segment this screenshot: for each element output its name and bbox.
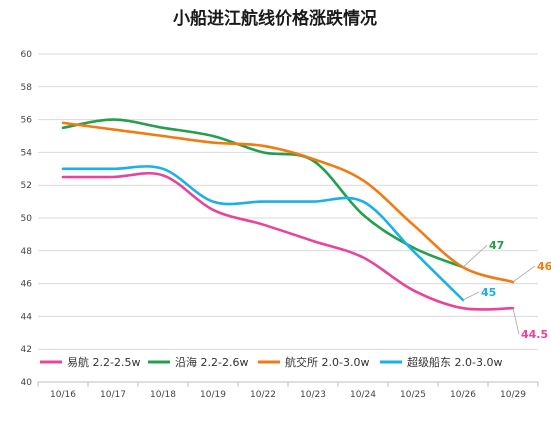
y-tick-label: 40 — [21, 378, 33, 388]
x-tick-label: 10/19 — [200, 390, 226, 400]
y-tick-label: 46 — [21, 280, 33, 290]
x-tick-label: 10/22 — [250, 390, 276, 400]
y-tick-label: 48 — [21, 247, 33, 257]
axes: 40 42 44 46 48 50 52 54 56 58 60 10/16 10/17 10/18 10/… — [21, 50, 539, 400]
x-tick-label: 10/16 — [50, 390, 76, 400]
x-tick-label: 10/26 — [450, 390, 476, 400]
label-leader-line — [512, 308, 520, 335]
legend-label: 沿海 2.2-2.6w — [175, 355, 248, 369]
label-leader-line — [462, 244, 488, 268]
y-tick-label: 60 — [21, 50, 33, 60]
x-tick-label: 10/18 — [150, 390, 176, 400]
series-line — [61, 171, 515, 311]
legend-label: 航交所 2.0-3.0w — [285, 355, 369, 369]
x-tick-label: 10/29 — [500, 390, 526, 400]
x-tick-label: 10/23 — [300, 390, 326, 400]
label-leader-line — [462, 291, 480, 301]
data-label: 47 — [489, 239, 504, 252]
series-line — [61, 121, 515, 284]
data-label: 45 — [481, 286, 496, 299]
data-label: 46.1 — [537, 260, 551, 273]
x-tick-label: 10/24 — [350, 390, 376, 400]
series-line — [61, 118, 465, 269]
y-tick-label: 50 — [21, 214, 33, 224]
series-lines — [61, 118, 515, 311]
legend: 易航 2.2-2.5w 沿海 2.2-2.6w 航交所 2.0-3.0w 超级船东 2… — [40, 355, 502, 369]
series-line — [61, 165, 465, 302]
y-tick-label: 54 — [21, 148, 33, 158]
x-tick-label: 10/17 — [100, 390, 126, 400]
y-tick-label: 42 — [21, 345, 32, 355]
legend-label: 易航 2.2-2.5w — [67, 355, 140, 369]
y-tick-label: 56 — [21, 116, 33, 126]
end-labels: 44.5 47 46.1 45 — [462, 239, 551, 341]
x-tick-label: 10/25 — [400, 390, 426, 400]
y-tick-label: 52 — [21, 181, 32, 191]
legend-label: 超级船东 2.0-3.0w — [407, 355, 502, 369]
data-label: 44.5 — [521, 328, 548, 341]
label-leader-line — [512, 265, 536, 283]
y-tick-label: 58 — [21, 83, 33, 93]
y-tick-label: 44 — [21, 312, 33, 322]
chart-title: 小船进江航线价格涨跌情况 — [173, 8, 377, 29]
